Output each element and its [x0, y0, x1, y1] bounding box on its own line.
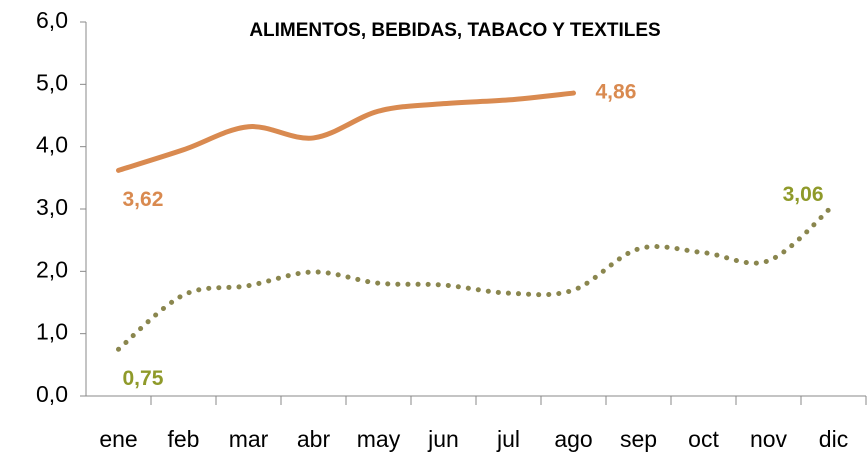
- x-tick-label: dic: [819, 426, 848, 452]
- series-line: [116, 202, 836, 352]
- y-tick-label: 3,0: [36, 194, 68, 220]
- series-line: [116, 90, 576, 173]
- y-tick-label: 2,0: [36, 256, 68, 282]
- x-tick-label: nov: [750, 426, 788, 452]
- x-tick-label: ago: [554, 426, 592, 452]
- x-tick-label: abr: [297, 426, 331, 452]
- y-tick-label: 1,0: [36, 319, 68, 345]
- x-tick-label: feb: [168, 426, 200, 452]
- y-tick-label: 0,0: [36, 381, 68, 407]
- x-tick-label: jul: [496, 426, 520, 452]
- chart-title: ALIMENTOS, BEBIDAS, TABACO Y TEXTILES: [249, 20, 660, 41]
- value-label: 4,86: [596, 81, 637, 104]
- x-tick-label: mar: [229, 426, 269, 452]
- value-label: 3,62: [123, 188, 164, 211]
- x-tick-label: may: [357, 426, 401, 452]
- value-label: 0,75: [123, 367, 164, 390]
- y-tick-label: 6,0: [36, 7, 68, 33]
- x-tick-label: sep: [620, 426, 657, 452]
- value-label: 3,06: [783, 183, 824, 206]
- y-tick-label: 4,0: [36, 132, 68, 158]
- x-tick-label: oct: [688, 426, 719, 452]
- y-tick-label: 5,0: [36, 69, 68, 95]
- x-tick-label: jun: [427, 426, 459, 452]
- x-tick-label: ene: [99, 426, 137, 452]
